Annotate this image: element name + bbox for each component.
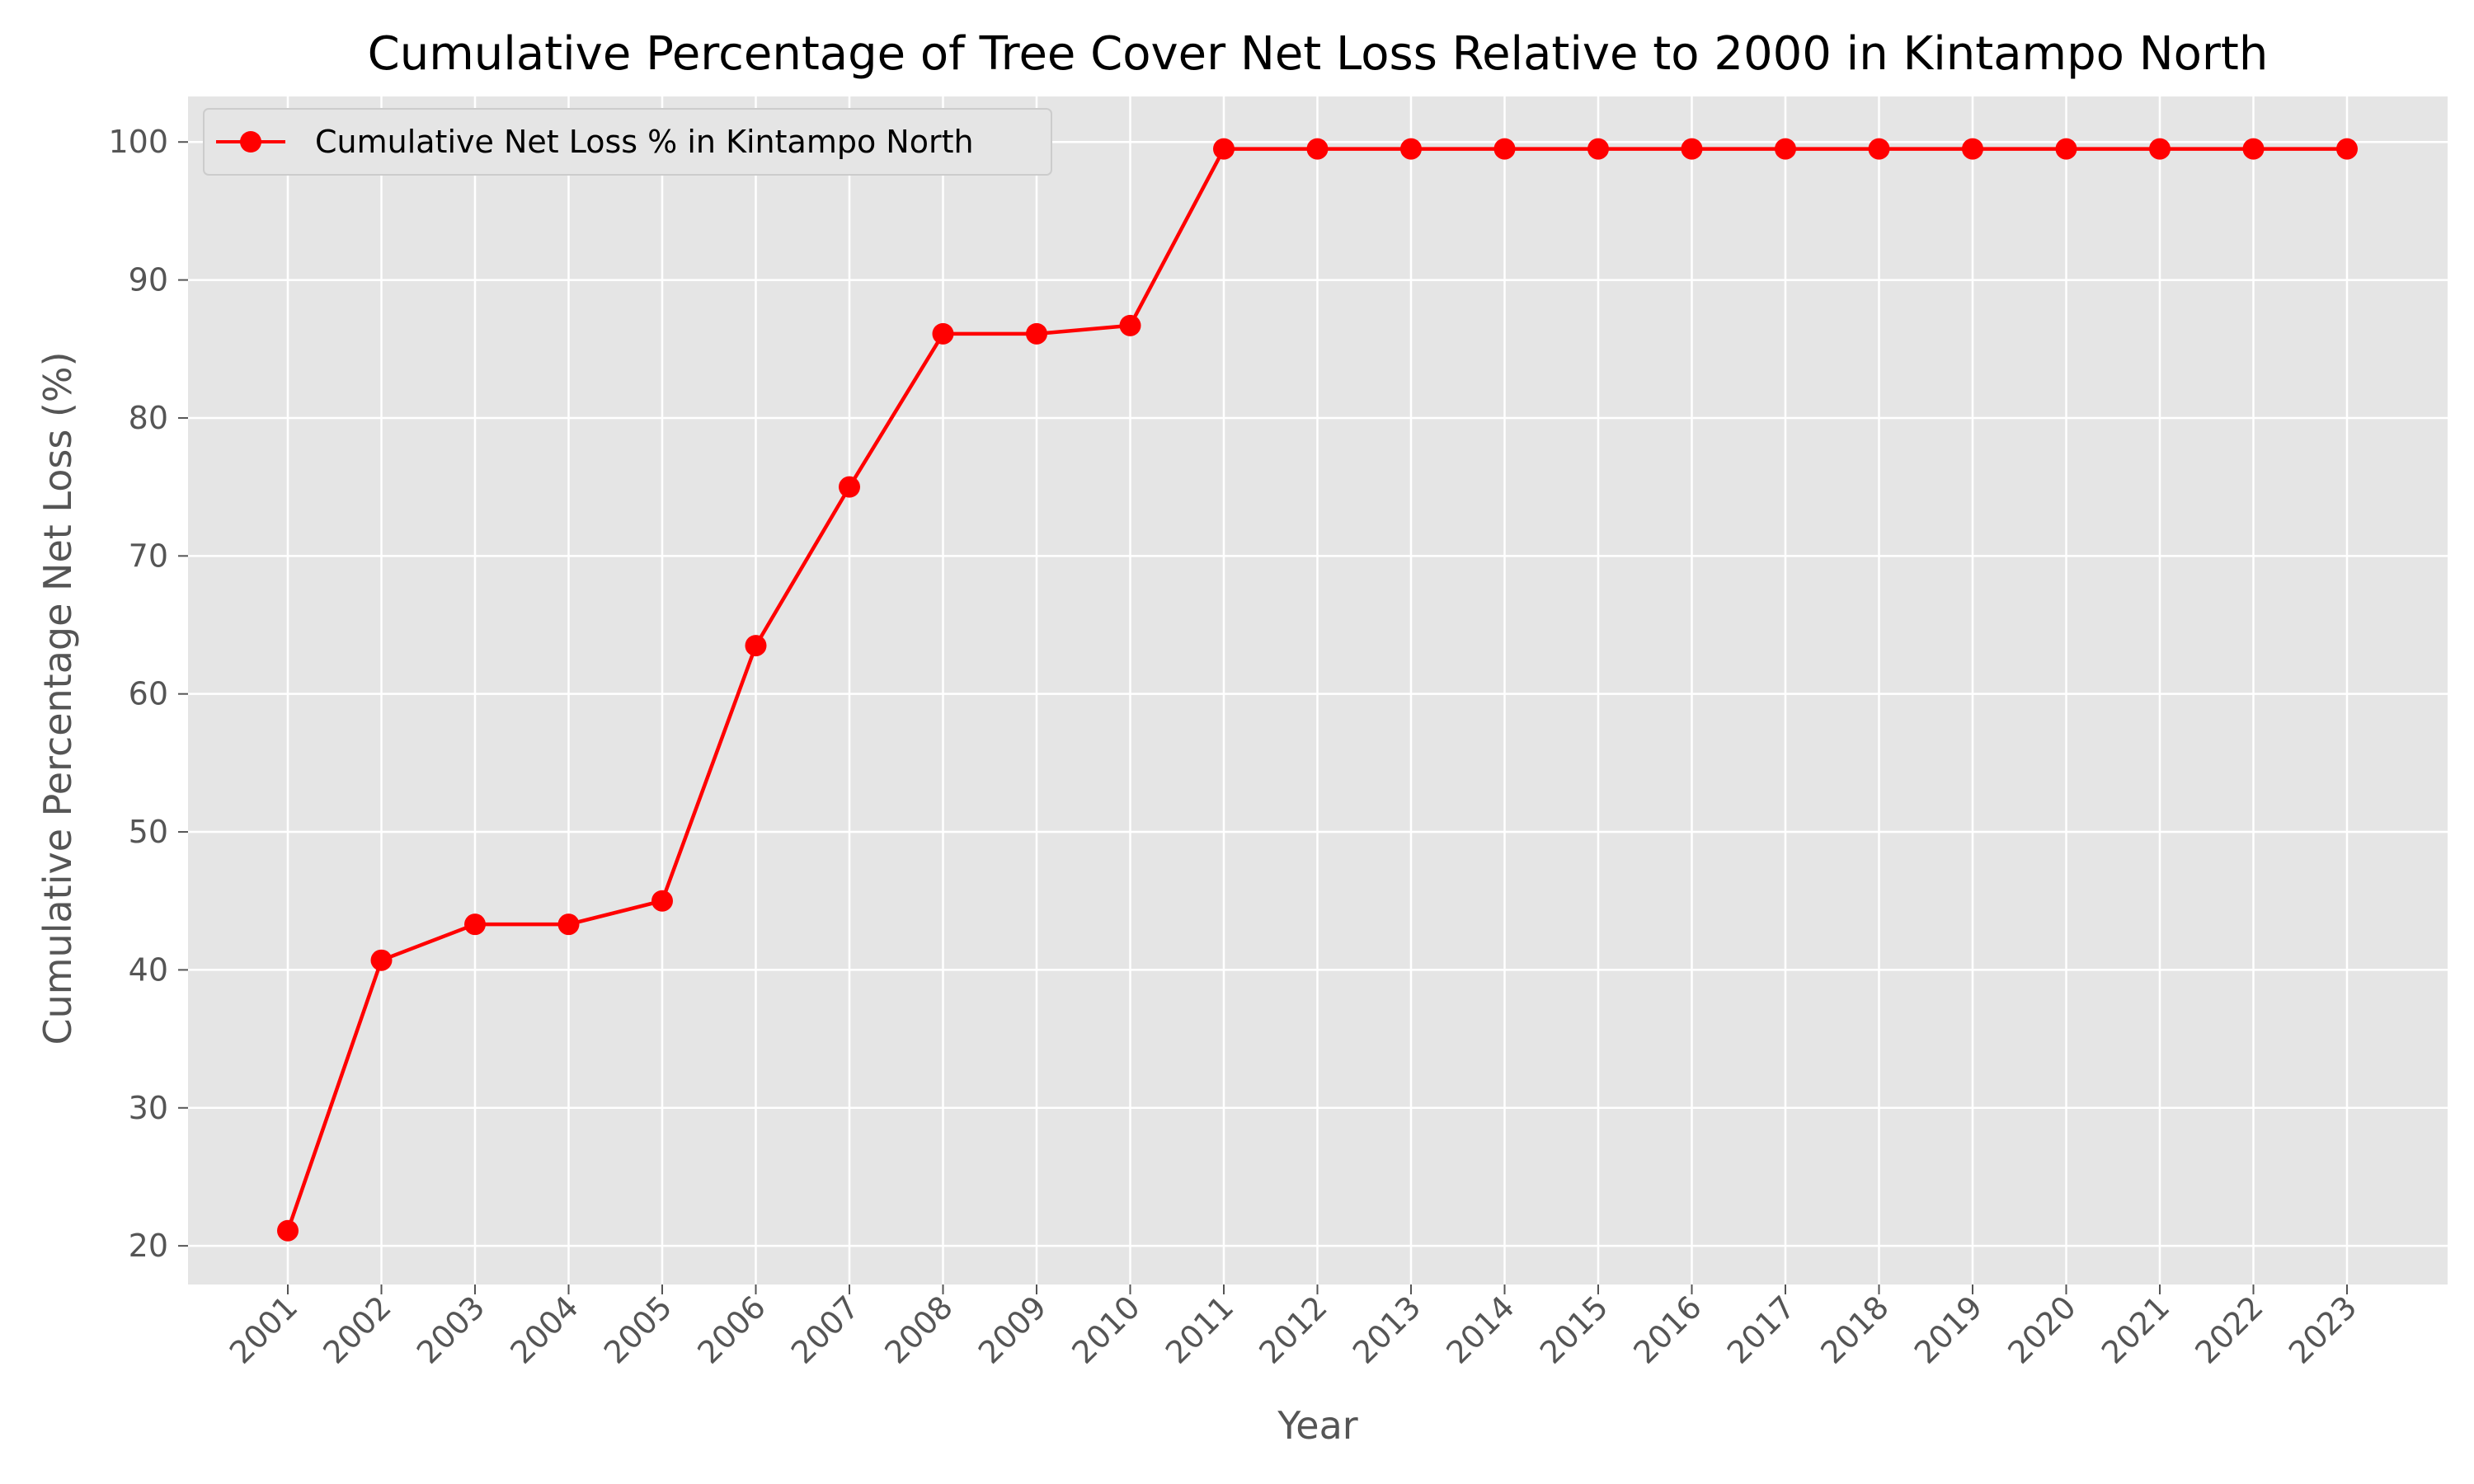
data-point: [370, 949, 393, 971]
x-tick-label: 2016: [1626, 1289, 1709, 1371]
data-point: [1962, 138, 1983, 160]
legend-marker-swatch: [240, 131, 261, 153]
x-tick-label: 2007: [784, 1289, 867, 1371]
y-axis-label: Cumulative Percentage Net Loss (%): [35, 351, 80, 1045]
x-tick-label: 2022: [2188, 1289, 2270, 1371]
chart-title: Cumulative Percentage of Tree Cover Net …: [368, 27, 2269, 81]
x-tick-label: 2015: [1533, 1289, 1616, 1371]
y-tick-label: 40: [129, 951, 168, 988]
data-point: [1026, 322, 1047, 345]
x-tick-label: 2011: [1159, 1289, 1241, 1371]
legend-entry-label: Cumulative Net Loss % in Kintampo North: [315, 124, 974, 160]
data-point: [2055, 138, 2077, 160]
x-tick-label: 2023: [2282, 1289, 2364, 1371]
legend: Cumulative Net Loss % in Kintampo North: [203, 108, 1052, 176]
x-tick-label: 2021: [2095, 1289, 2177, 1371]
data-point: [1681, 138, 1703, 160]
x-tick-label: 2008: [877, 1289, 960, 1371]
data-point: [651, 890, 673, 912]
data-point: [839, 476, 860, 498]
y-tick-label: 60: [129, 676, 168, 712]
data-point: [745, 635, 767, 657]
x-tick-label: 2012: [1252, 1289, 1334, 1371]
data-point: [1119, 314, 1141, 336]
x-axis-label: Year: [1277, 1403, 1357, 1448]
y-tick-label: 30: [129, 1090, 168, 1126]
x-tick-label: 2020: [2001, 1289, 2083, 1371]
data-point: [1493, 138, 1516, 160]
legend-box: [203, 108, 1052, 176]
y-tick-label: 100: [108, 124, 168, 160]
data-point: [2149, 138, 2171, 160]
data-point: [277, 1219, 299, 1242]
x-tick-label: 2019: [1907, 1289, 1990, 1371]
x-tick-label: 2001: [223, 1289, 305, 1371]
data-point: [1868, 138, 1890, 160]
x-axis-ticks: 2001 2002 2003 2004 2005 2006 2007 2008 2009 2010…: [223, 1284, 2364, 1371]
x-tick-label: 2004: [503, 1289, 586, 1371]
data-point: [1400, 138, 1422, 160]
y-tick-label: 80: [129, 400, 168, 436]
x-tick-label: 2010: [1065, 1289, 1147, 1371]
x-tick-label: 2003: [410, 1289, 492, 1371]
x-tick-label: 2018: [1813, 1289, 1896, 1371]
y-tick-label: 20: [129, 1228, 168, 1264]
y-axis-ticks: 20 30 40 50 60 70 80 90 100: [108, 124, 188, 1264]
data-point: [932, 322, 954, 345]
x-tick-label: 2013: [1346, 1289, 1428, 1371]
x-tick-label: 2017: [1720, 1289, 1803, 1371]
y-tick-label: 70: [129, 538, 168, 574]
y-tick-label: 50: [129, 814, 168, 850]
x-tick-label: 2009: [971, 1289, 1054, 1371]
data-point: [1775, 138, 1796, 160]
data-point: [1306, 138, 1329, 160]
y-tick-label: 90: [129, 262, 168, 298]
data-point: [2336, 138, 2358, 160]
series-markers: [277, 138, 2358, 1242]
x-tick-label: 2002: [316, 1289, 398, 1371]
data-point: [464, 913, 486, 936]
x-tick-label: 2006: [690, 1289, 773, 1371]
data-point: [557, 913, 580, 936]
data-point: [1587, 138, 1609, 160]
data-point: [1213, 138, 1235, 160]
x-tick-label: 2005: [597, 1289, 680, 1371]
data-point: [2242, 138, 2265, 160]
x-tick-label: 2014: [1439, 1289, 1522, 1371]
